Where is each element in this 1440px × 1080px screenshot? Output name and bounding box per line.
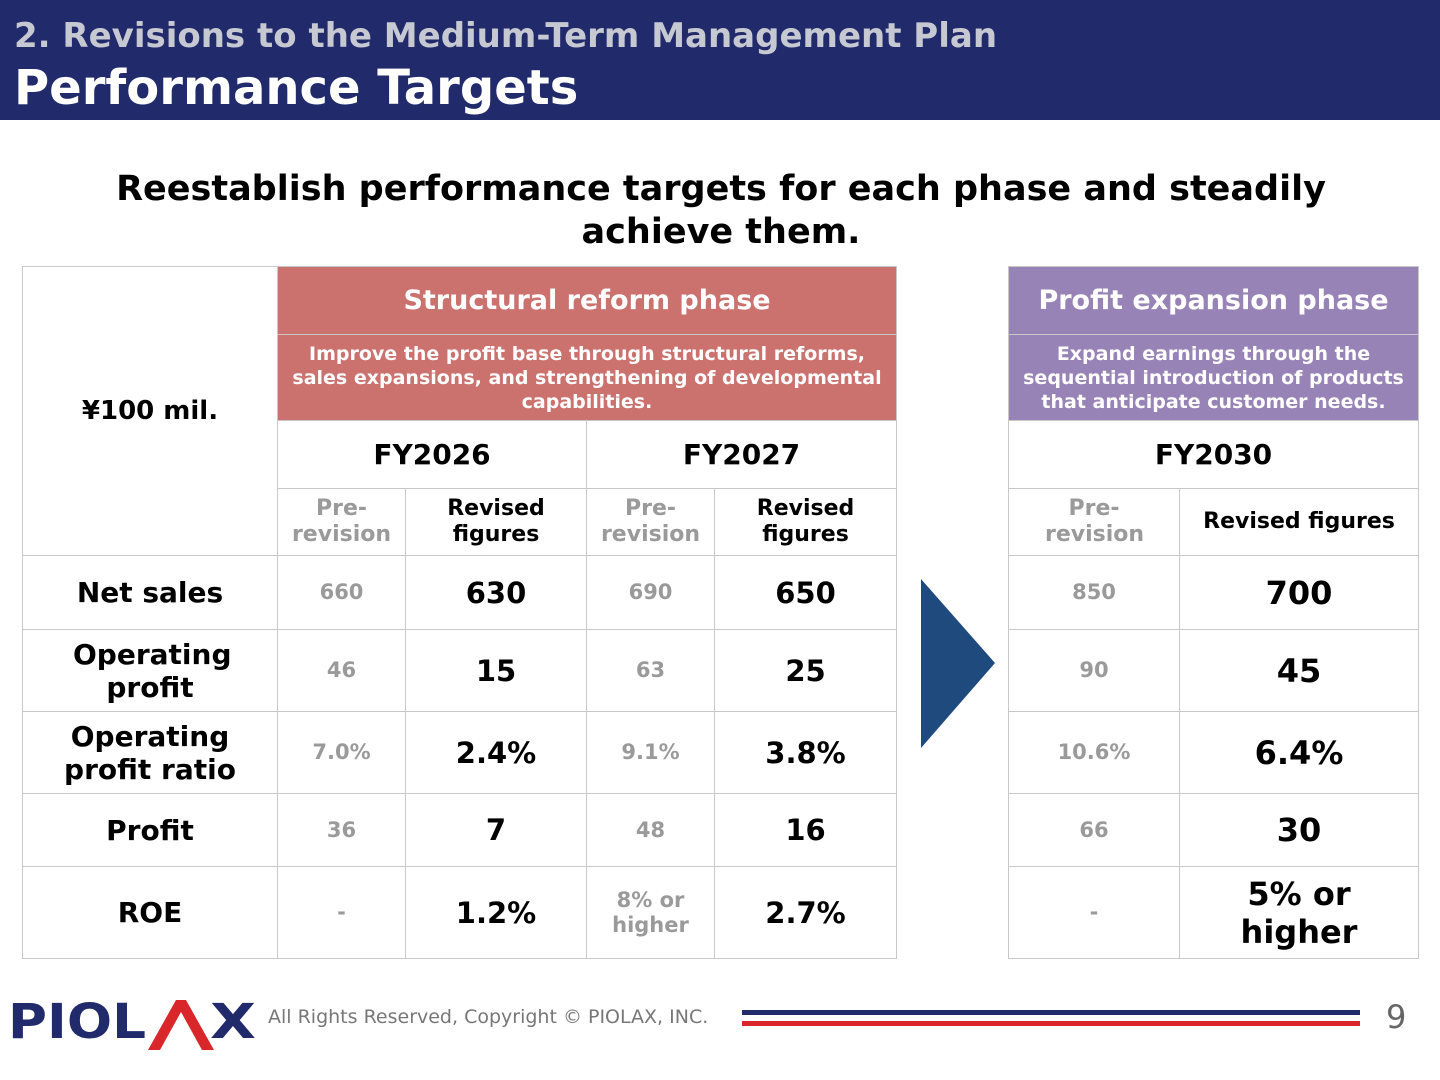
table-row: 90 45 xyxy=(1008,629,1419,712)
value-pre: 690 xyxy=(586,555,715,630)
value-revised: 700 xyxy=(1179,555,1419,630)
footer-rule-blue xyxy=(742,1010,1360,1015)
value-revised: 16 xyxy=(713,793,898,867)
structural-phase-title: Structural reform phase xyxy=(276,266,898,335)
table-row: 850 700 xyxy=(1008,555,1419,630)
fy2030-header: FY2030 xyxy=(1008,420,1419,489)
fy2027-header: FY2027 xyxy=(585,420,898,489)
value-revised: 6.4% xyxy=(1179,711,1419,794)
value-pre: 90 xyxy=(1008,629,1180,712)
value-pre: 850 xyxy=(1008,555,1180,630)
value-revised: 650 xyxy=(713,555,898,630)
page-title: Performance Targets xyxy=(14,60,579,116)
row-label-roe: ROE xyxy=(22,866,278,959)
lead-message: Reestablish performance targets for each… xyxy=(116,169,1326,252)
table-row: ROE - 1.2% 8% or higher 2.7% xyxy=(22,866,898,959)
value-revised: 15 xyxy=(405,629,587,712)
table-row: 10.6% 6.4% xyxy=(1008,711,1419,794)
row-label-net-sales: Net sales xyxy=(22,555,278,630)
value-revised: 7 xyxy=(405,793,587,867)
svg-text:PIOL: PIOL xyxy=(8,994,146,1050)
value-revised: 630 xyxy=(405,555,587,630)
phase-arrow-icon xyxy=(921,579,995,748)
row-label-operating-profit-ratio: Operating profit ratio xyxy=(22,711,278,794)
value-pre: 8% or higher xyxy=(586,866,715,959)
value-pre: 63 xyxy=(586,629,715,712)
value-revised: 2.7% xyxy=(713,866,898,959)
row-label-operating-profit: Operating profit xyxy=(22,629,278,712)
fy2026-pre-revision-header: Pre-revision xyxy=(277,488,406,556)
structural-phase-description: Improve the profit base through structur… xyxy=(276,334,898,421)
value-pre: 10.6% xyxy=(1008,711,1180,794)
page-number: 9 xyxy=(1386,998,1407,1036)
table-row: Net sales 660 630 690 650 xyxy=(22,555,898,630)
value-pre: 9.1% xyxy=(586,711,715,794)
table-row: 66 30 xyxy=(1008,793,1419,867)
copyright-text: All Rights Reserved, Copyright © PIOLAX,… xyxy=(268,1006,709,1028)
piolax-logo: PIOL X xyxy=(8,994,256,1050)
value-revised: 25 xyxy=(713,629,898,712)
value-revised: 2.4% xyxy=(405,711,587,794)
value-pre: 46 xyxy=(277,629,406,712)
value-pre: 7.0% xyxy=(277,711,406,794)
fy2027-revised-header: Revised figures xyxy=(713,488,898,556)
value-pre: 660 xyxy=(277,555,406,630)
profit-phase-description: Expand earnings through the sequential i… xyxy=(1008,334,1419,421)
value-pre: 48 xyxy=(586,793,715,867)
value-pre: - xyxy=(277,866,406,959)
table-row: - 5% or higher xyxy=(1008,866,1419,959)
value-pre: - xyxy=(1008,866,1180,959)
fy2030-revised-header: Revised figures xyxy=(1179,488,1419,556)
fy2026-revised-header: Revised figures xyxy=(405,488,587,556)
value-revised: 3.8% xyxy=(713,711,898,794)
profit-phase-title: Profit expansion phase xyxy=(1008,266,1419,335)
header-bar: 2. Revisions to the Medium-Term Manageme… xyxy=(0,0,1440,120)
fy2030-pre-revision-header: Pre-revision xyxy=(1008,488,1180,556)
table-row: Operating profit ratio 7.0% 2.4% 9.1% 3.… xyxy=(22,711,898,794)
footer-rule-red xyxy=(742,1021,1360,1026)
value-pre: 66 xyxy=(1008,793,1180,867)
value-revised: 5% or higher xyxy=(1179,866,1419,959)
profit-expansion-phase-table: Profit expansion phase Expand earnings t… xyxy=(1008,266,1419,959)
fy2027-pre-revision-header: Pre-revision xyxy=(586,488,715,556)
structural-phase-table: ¥100 mil. Structural reform phase Improv… xyxy=(22,266,898,959)
row-label-profit: Profit xyxy=(22,793,278,867)
svg-text:X: X xyxy=(210,994,256,1050)
section-subtitle: 2. Revisions to the Medium-Term Manageme… xyxy=(14,16,998,56)
value-revised: 45 xyxy=(1179,629,1419,712)
table-row: Operating profit 46 15 63 25 xyxy=(22,629,898,712)
table-row: Profit 36 7 48 16 xyxy=(22,793,898,867)
value-pre: 36 xyxy=(277,793,406,867)
value-revised: 30 xyxy=(1179,793,1419,867)
unit-label: ¥100 mil. xyxy=(22,266,278,556)
fy2026-header: FY2026 xyxy=(277,420,587,489)
value-revised: 1.2% xyxy=(405,866,587,959)
